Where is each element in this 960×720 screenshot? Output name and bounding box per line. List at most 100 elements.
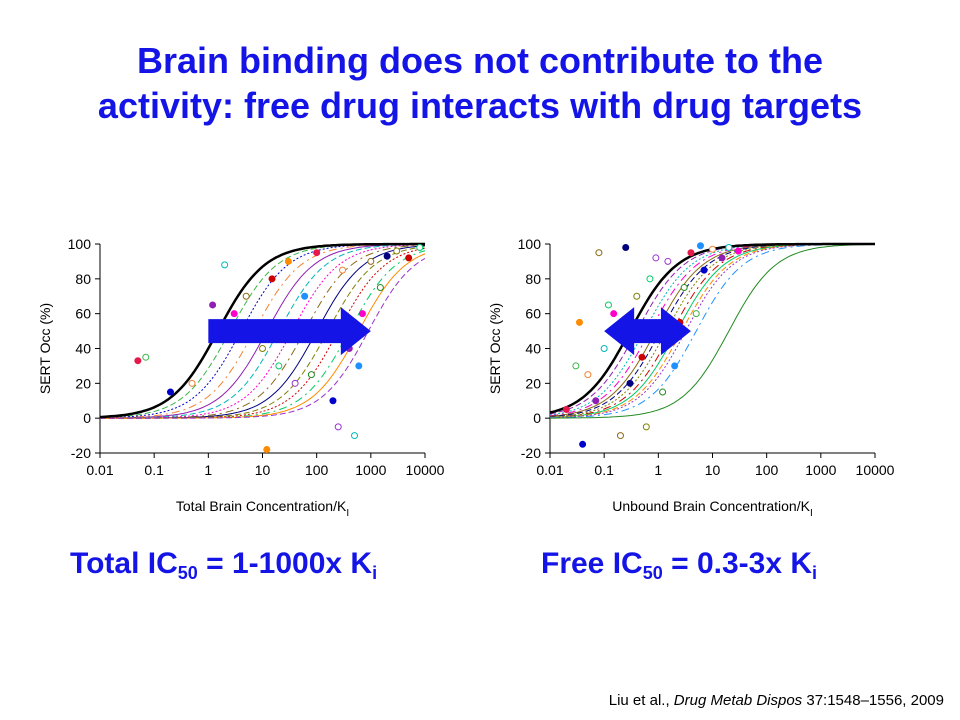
left-xtick-label: 0.01 (86, 462, 113, 478)
right-fit-curve (550, 243, 875, 419)
left-xtick-label: 1000 (355, 462, 386, 478)
right-xlabel-main: Unbound Brain Concentration/K (612, 498, 810, 514)
right-data-point (687, 249, 695, 257)
left-fit-curve (100, 257, 425, 419)
left-data-point (291, 379, 299, 387)
caption-free-sub2: i (812, 563, 818, 583)
right-data-point (600, 345, 608, 352)
left-xtick-label: 0.1 (144, 462, 164, 478)
left-xtick-label: 10000 (406, 462, 445, 478)
right-data-point (572, 362, 580, 370)
caption-free-prefix: Free IC (541, 547, 643, 580)
right-xtick-label: 10 (705, 462, 721, 478)
right-data-point (595, 249, 603, 257)
right-data-point (659, 388, 667, 396)
left-xtick-label: 1 (204, 462, 212, 478)
right-data-point (616, 432, 624, 440)
left-data-point (188, 379, 196, 387)
chart-unbound-brain: -20 0 20 40 60 80 100 0.01 0.1 1 10 100 1000 10000 SER… (470, 210, 910, 540)
citation-journal: Drug Metab Dispos (673, 692, 803, 709)
right-xtick-label: 1000 (805, 462, 836, 478)
right-data-point (622, 243, 630, 251)
left-data-point (268, 275, 276, 283)
right-data-point (638, 353, 646, 361)
left-ytick-label: 0 (83, 410, 91, 426)
right-data-point (562, 405, 570, 413)
right-ytick-label: 60 (525, 306, 541, 322)
left-fit-curve (100, 243, 425, 418)
right-curves (550, 242, 875, 419)
left-data-point (376, 284, 384, 292)
right-xtick-label: 100 (755, 462, 779, 478)
left-data-point (351, 432, 359, 440)
right-xlabel: Unbound Brain Concentration/KI (612, 498, 812, 519)
left-ylabel: SERT Occ (%) (37, 303, 53, 394)
caption-total-prefix: Total IC (70, 547, 178, 580)
right-data-point (646, 275, 654, 283)
title-line-2: activity: free drug interacts with drug … (97, 85, 863, 126)
left-data-point (416, 243, 424, 251)
left-data-point (166, 388, 174, 396)
right-xtick-label: 10000 (856, 462, 895, 478)
right-fit-curve (550, 243, 875, 418)
left-xlabel-main: Total Brain Concentration/K (176, 498, 347, 514)
left-reference-curve (100, 242, 425, 419)
citation: Liu et al., Drug Metab Dispos 37:1548–15… (609, 692, 944, 709)
left-data-point (367, 257, 375, 265)
left-data-point (209, 301, 217, 309)
caption-free-mid: = 0.3-3x K (662, 547, 813, 580)
left-data-point (142, 353, 150, 361)
right-data-point (575, 318, 583, 326)
left-data-point (405, 254, 413, 262)
slide-title: Brain binding does not contribute to the… (0, 38, 960, 128)
right-data-point (604, 301, 612, 309)
left-ytick-label: 40 (75, 341, 91, 357)
title-line-1: Brain binding does not contribute to the (137, 40, 823, 81)
right-data-point (642, 423, 650, 431)
right-xtick-label: 0.01 (536, 462, 563, 478)
right-data-point (610, 310, 618, 318)
right-ytick-label: 40 (525, 341, 541, 357)
left-data-point (134, 357, 142, 365)
left-ytick-label: 80 (75, 271, 91, 287)
right-data-point (718, 254, 726, 262)
left-data-point (263, 446, 271, 454)
left-data-point (259, 345, 266, 352)
caption-total-mid: = 1-1000x K (197, 547, 373, 580)
right-data-point (664, 257, 672, 265)
left-data-point (242, 292, 250, 300)
caption-free-sub: 50 (642, 563, 663, 583)
right-fit-curve (550, 243, 875, 413)
chart-total-brain-svg: -20 0 20 40 60 80 100 0.01 0.1 1 10 100 1000 10000 SER… (37, 236, 445, 519)
right-data-point (592, 397, 600, 405)
chart-unbound-brain-svg: -20 0 20 40 60 80 100 0.01 0.1 1 10 100 1000 10000 SER… (487, 236, 895, 519)
right-fit-curve (550, 243, 875, 418)
right-data-point (696, 242, 704, 250)
right-ylabel: SERT Occ (%) (487, 303, 503, 394)
left-data-point (221, 261, 229, 269)
left-data-point (307, 371, 315, 379)
right-ytick-label: -20 (521, 445, 541, 461)
right-arrow (604, 307, 691, 356)
right-ytick-label: 100 (518, 236, 542, 252)
left-data-point (284, 257, 292, 265)
left-data-point (383, 252, 391, 260)
right-data-point (652, 254, 660, 262)
right-reference-curve (550, 242, 875, 414)
right-data-point (725, 243, 733, 251)
right-ytick-label: 0 (533, 410, 541, 426)
right-data-point (671, 362, 679, 370)
right-data-point (633, 292, 641, 300)
caption-free-ic50: Free IC50 = 0.3-3x Ki (541, 544, 817, 584)
left-data-point (358, 310, 366, 318)
right-data-point (709, 245, 716, 253)
left-data-point (313, 249, 321, 257)
left-data-point (230, 310, 238, 318)
left-data-point (339, 266, 347, 274)
right-data-point (734, 247, 742, 255)
right-data-point (692, 310, 700, 318)
left-ytick-label: 60 (75, 306, 91, 322)
left-fit-curve (100, 244, 425, 419)
left-arrow (208, 307, 371, 356)
right-xtick-label: 1 (654, 462, 662, 478)
